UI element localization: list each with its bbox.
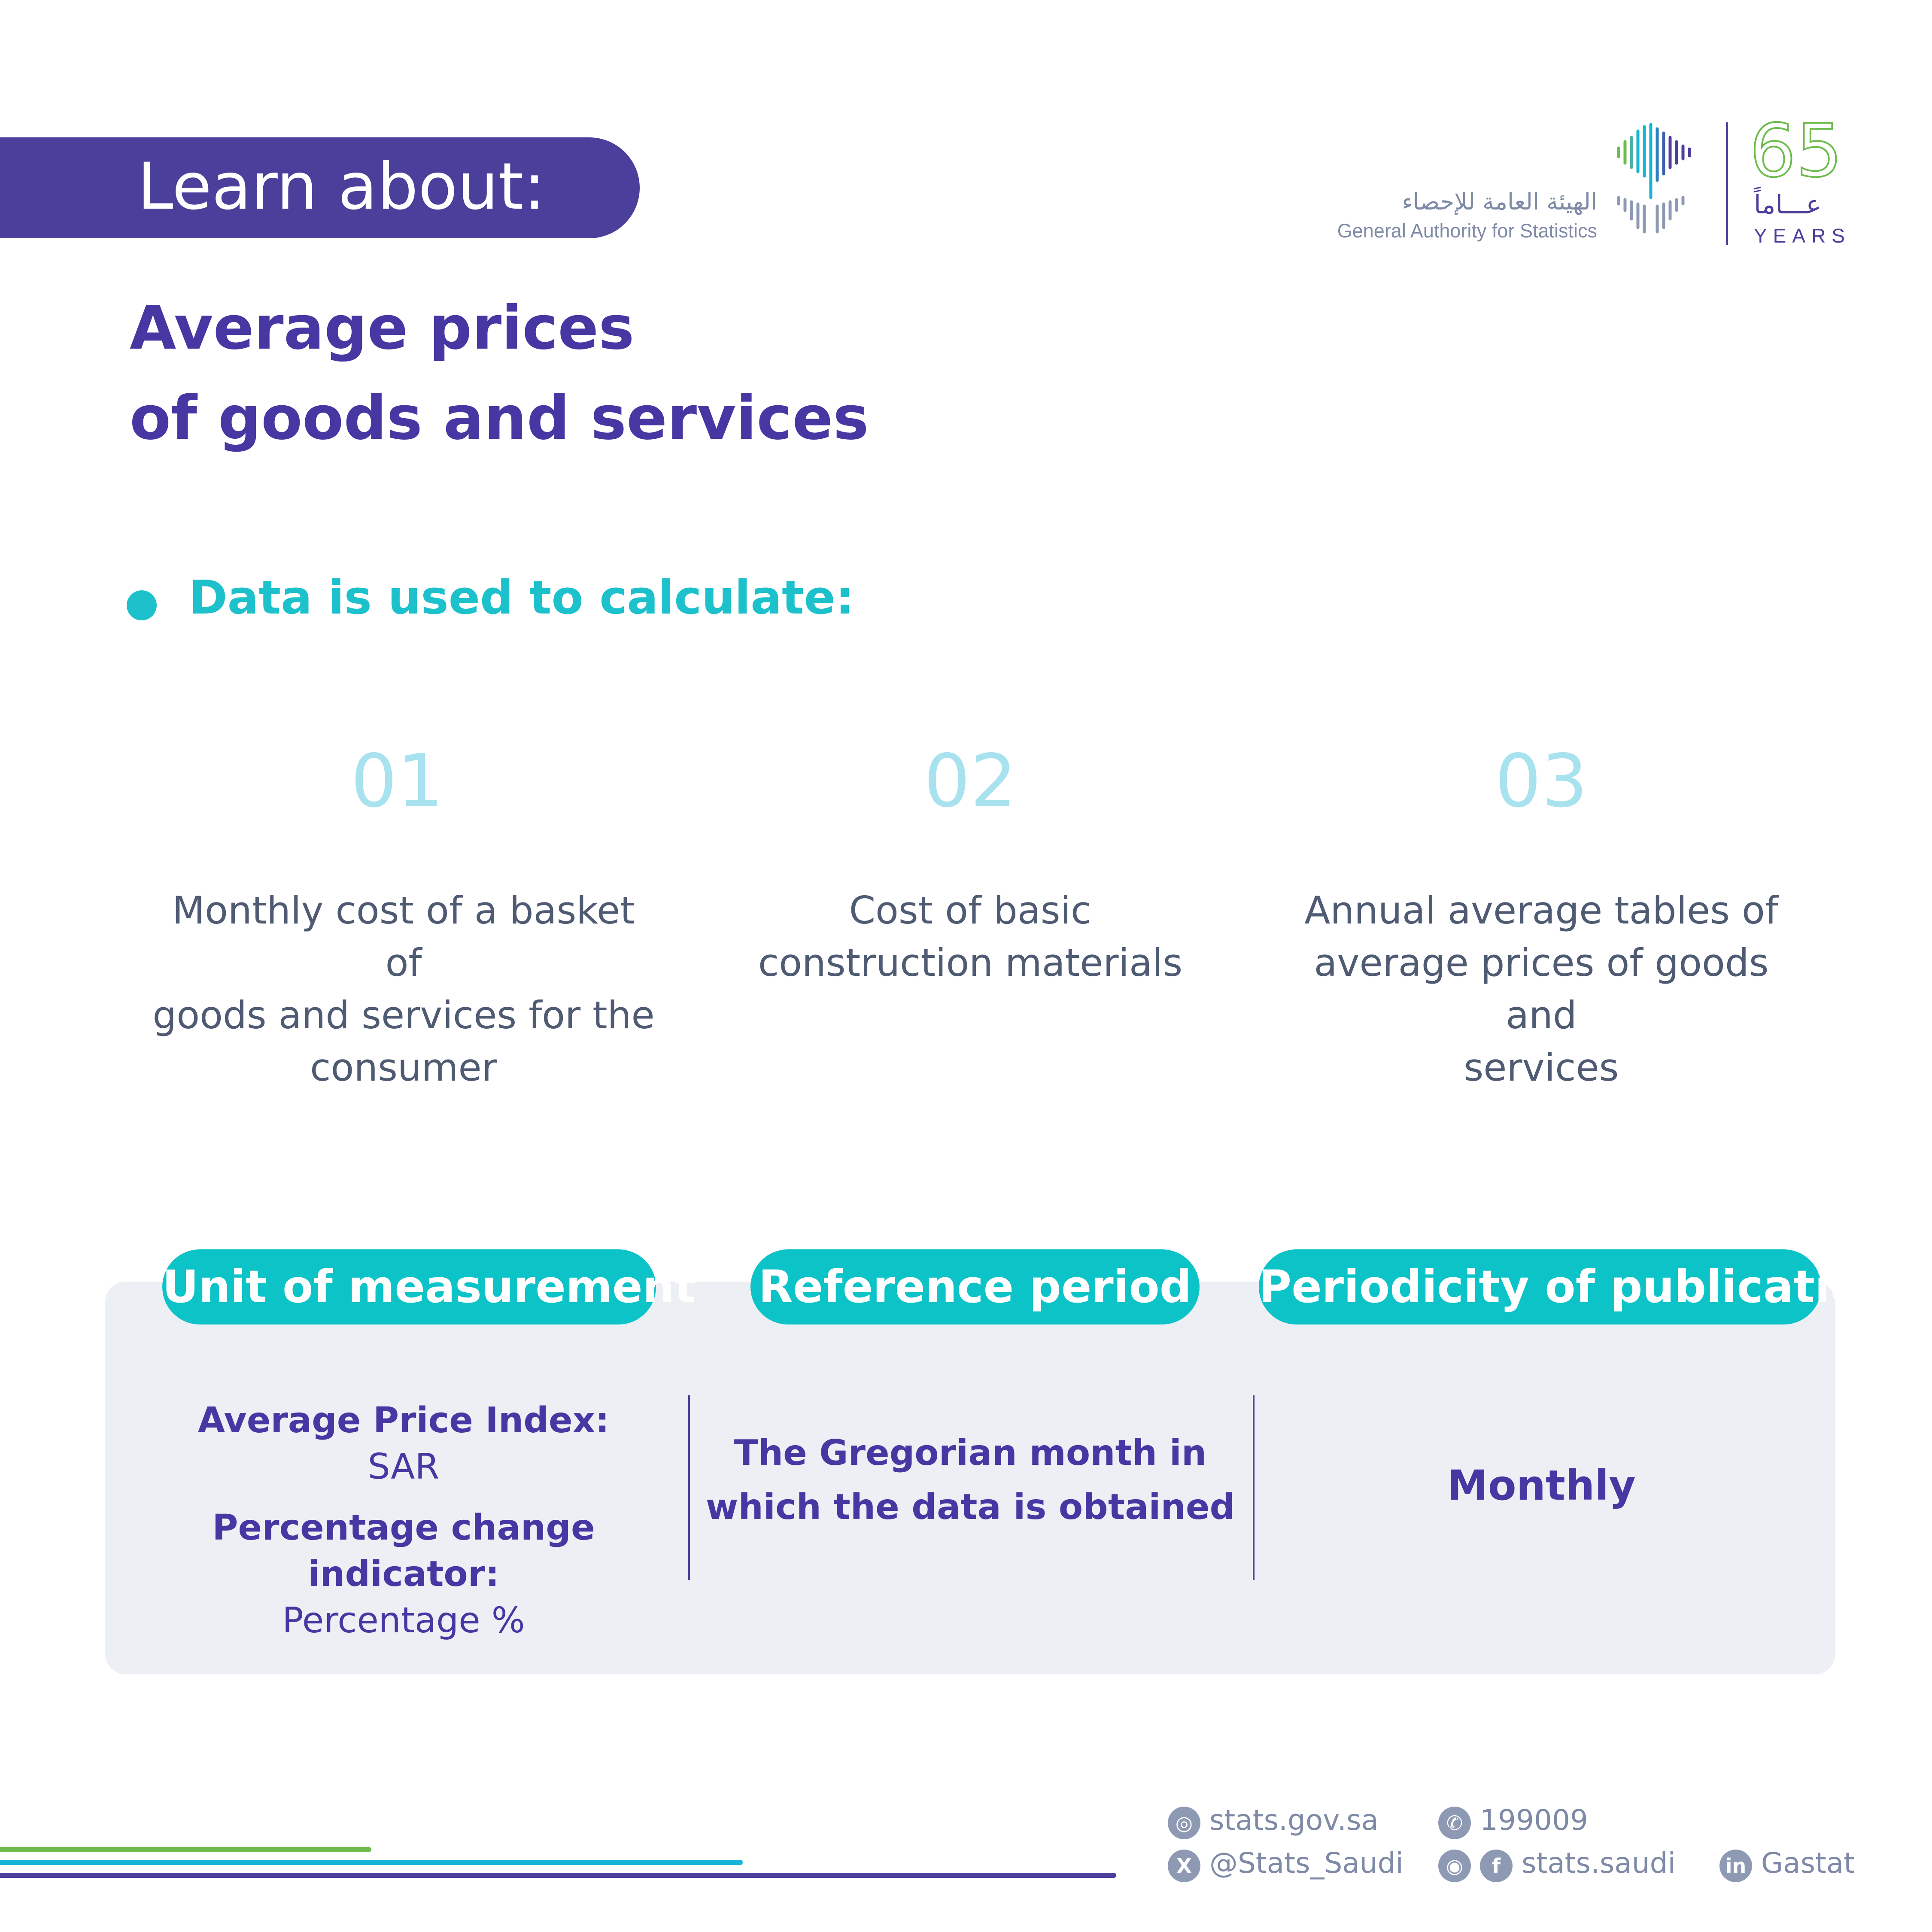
item-02: 02 Cost of basic construction materials: [717, 738, 1224, 989]
logo-separator: [1726, 122, 1728, 245]
periodicity-value: Monthly: [1447, 1461, 1636, 1510]
footer-line-green: [0, 1847, 371, 1852]
reference-line-1: The Gregorian month in: [734, 1433, 1207, 1473]
title-line-2: of goods and services: [130, 383, 869, 453]
banner-label: Learn about:: [137, 149, 546, 224]
website-contact[interactable]: ◎ stats.gov.sa: [1168, 1803, 1379, 1839]
item-line: average prices of goods and: [1314, 941, 1769, 1037]
average-price-index-value: SAR: [368, 1446, 440, 1487]
percentage-change-value: Percentage %: [282, 1600, 525, 1641]
phone-contact[interactable]: ✆ 199009: [1438, 1803, 1588, 1839]
twitter-contact[interactable]: X @Stats_Saudi: [1168, 1846, 1403, 1882]
item-text: Monthly cost of a basket of goods and se…: [150, 884, 657, 1094]
title-line-1: Average prices: [130, 293, 635, 363]
item-text: Annual average tables of average prices …: [1288, 884, 1795, 1094]
item-03: 03 Annual average tables of average pric…: [1288, 738, 1795, 1094]
x-twitter-icon: X: [1168, 1850, 1200, 1882]
item-line: Cost of basic: [849, 888, 1092, 933]
linkedin-text: Gastat: [1761, 1847, 1855, 1880]
item-number: 02: [923, 739, 1017, 824]
item-line: goods and services for the: [152, 993, 655, 1037]
item-number: 01: [350, 739, 444, 824]
anniversary-english: YEARS: [1754, 225, 1851, 247]
phone-text: 199009: [1479, 1804, 1588, 1837]
anniversary-65-mark: 65: [1750, 116, 1843, 189]
website-text: stats.gov.sa: [1209, 1804, 1379, 1837]
header-banner: [0, 137, 640, 238]
social-text: stats.saudi: [1521, 1847, 1676, 1880]
periodicity-column: Monthly: [1271, 1458, 1812, 1513]
footer-line-purple: [0, 1873, 1116, 1878]
column-divider: [1253, 1395, 1255, 1580]
reference-heading-pill: Reference period: [750, 1249, 1200, 1324]
facebook-icon: f: [1479, 1850, 1513, 1882]
gastat-emblem-icon: [1617, 123, 1691, 234]
globe-icon: ◎: [1168, 1807, 1200, 1839]
item-line: Annual average tables of: [1304, 888, 1778, 933]
reference-line-2: which the data is obtained: [705, 1487, 1235, 1528]
logo-arabic-name: الهيئة العامة للإحصاء: [1402, 188, 1597, 215]
unit-heading-pill: Unit of measurement: [162, 1249, 696, 1324]
social-contact[interactable]: ◉ f stats.saudi: [1438, 1846, 1676, 1882]
info-card: [105, 1282, 1835, 1674]
periodicity-heading-pill: Periodicity of publication: [1259, 1249, 1893, 1324]
instagram-icon: ◉: [1438, 1850, 1471, 1882]
item-line: services: [1464, 1045, 1619, 1090]
footer-line-blue: [0, 1860, 743, 1865]
linkedin-icon: in: [1719, 1850, 1752, 1882]
anniversary-arabic: عـــاماً: [1754, 190, 1822, 220]
percentage-change-label: Percentage change indicator:: [212, 1507, 595, 1595]
column-divider: [688, 1395, 690, 1580]
item-line: Monthly cost of a basket of: [172, 888, 635, 985]
item-line: construction materials: [758, 941, 1183, 985]
item-line: consumer: [310, 1045, 497, 1090]
reference-column: The Gregorian month in which the data is…: [704, 1426, 1236, 1534]
item-number: 03: [1495, 739, 1588, 824]
item-01: 01 Monthly cost of a basket of goods and…: [150, 738, 657, 1094]
linkedin-contact[interactable]: in Gastat: [1719, 1846, 1855, 1882]
unit-column: Average Price Index: SAR Percentage chan…: [129, 1397, 678, 1644]
twitter-text: @Stats_Saudi: [1209, 1847, 1403, 1880]
bullet-dot: [127, 590, 157, 620]
logo-english-name: General Authority for Statistics: [1337, 220, 1597, 242]
phone-icon: ✆: [1438, 1807, 1471, 1839]
svg-text:65: 65: [1750, 116, 1842, 189]
item-text: Cost of basic construction materials: [717, 884, 1224, 989]
page-title: Average prices of goods and services: [130, 283, 869, 464]
section-heading: Data is used to calculate:: [189, 571, 854, 625]
average-price-index-label: Average Price Index:: [197, 1400, 610, 1441]
